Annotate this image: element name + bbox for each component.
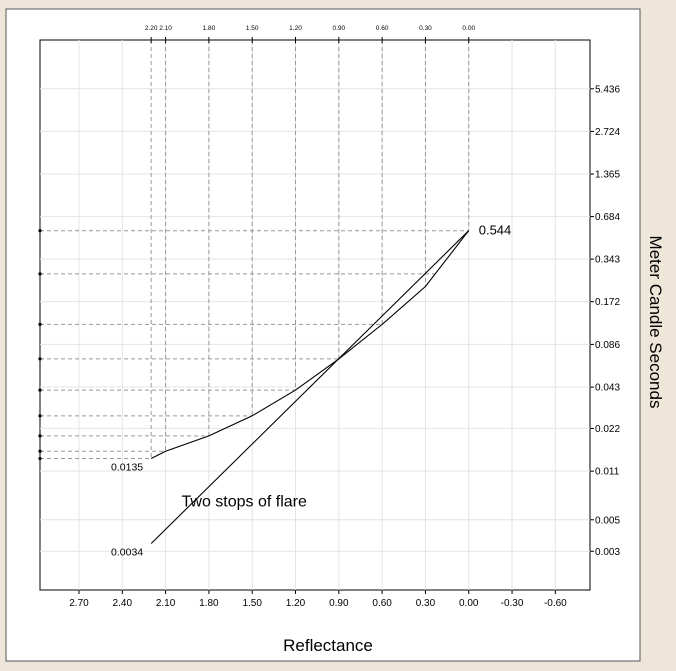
- x-axis-label: Reflectance: [283, 636, 373, 655]
- flare-annotation: Two stops of flare: [182, 494, 307, 511]
- y-tick-label: 2.724: [595, 127, 620, 138]
- x-tick-label: -0.60: [544, 598, 567, 609]
- y-tick-label: 0.684: [595, 212, 620, 223]
- x-tick-label: 0.00: [459, 598, 479, 609]
- projection-dot: [38, 414, 42, 418]
- projection-lines: [38, 40, 470, 461]
- projection-dot: [38, 434, 42, 438]
- y-tick-label: 0.043: [595, 383, 620, 394]
- x-tick-label: 0.90: [329, 598, 349, 609]
- y-tick-label: 0.003: [595, 547, 620, 558]
- point-label: 0.544: [479, 223, 512, 238]
- x-tick-label: 2.70: [69, 598, 89, 609]
- y-tick-label: 0.343: [595, 255, 620, 266]
- labels: 0.544 0.0135 0.0034 Two stops of flare: [111, 223, 511, 559]
- x-tick-label: 2.40: [113, 598, 133, 609]
- y-tick-label: 0.005: [595, 515, 620, 526]
- projection-dot: [38, 357, 42, 361]
- top-tick-label: 1.20: [289, 25, 302, 32]
- top-tick-label: 1.80: [203, 25, 216, 32]
- x-tick-label: 0.60: [372, 598, 392, 609]
- y-tick-label: 0.011: [595, 467, 620, 478]
- projection-dot: [38, 322, 42, 326]
- point-label: 0.0135: [111, 462, 143, 474]
- y-tick-label: 1.365: [595, 169, 620, 180]
- x-tick-label: -0.30: [501, 598, 524, 609]
- top-tick-label: 0.00: [462, 25, 475, 32]
- y-tick-label: 0.022: [595, 424, 620, 435]
- y-axis-label: Meter Candle Seconds: [646, 236, 665, 409]
- point-label: 0.0034: [111, 547, 143, 559]
- x-tick-label: 1.20: [286, 598, 306, 609]
- top-tick-label: 1.50: [246, 25, 259, 32]
- x-tick-label: 1.80: [199, 598, 219, 609]
- axis-ticks: 2.70 2.40 2.10 1.80 1.50 1.20 0.90 0.60 0.30 0.00…: [69, 25, 620, 609]
- top-tick-label: 0.60: [376, 25, 389, 32]
- top-tick-label: 2.20: [145, 25, 158, 32]
- x-tick-label: 1.50: [242, 598, 262, 609]
- projection-dot: [38, 449, 42, 453]
- no-flare-line: [150, 230, 470, 544]
- projection-dot: [38, 229, 42, 233]
- x-tick-label: 2.10: [156, 598, 176, 609]
- projection-dot: [38, 272, 42, 276]
- x-tick-label: 0.30: [416, 598, 436, 609]
- top-tick-label: 0.90: [332, 25, 345, 32]
- projection-dot: [38, 456, 42, 461]
- top-tick-label: 0.30: [419, 25, 432, 32]
- y-tick-label: 5.436: [595, 84, 620, 95]
- flare-curve: [150, 230, 470, 459]
- series-lines: [150, 230, 470, 544]
- y-tick-label: 0.172: [595, 297, 620, 308]
- top-tick-label: 2.10: [159, 25, 172, 32]
- y-tick-label: 0.086: [595, 340, 620, 351]
- projection-dot: [38, 388, 42, 392]
